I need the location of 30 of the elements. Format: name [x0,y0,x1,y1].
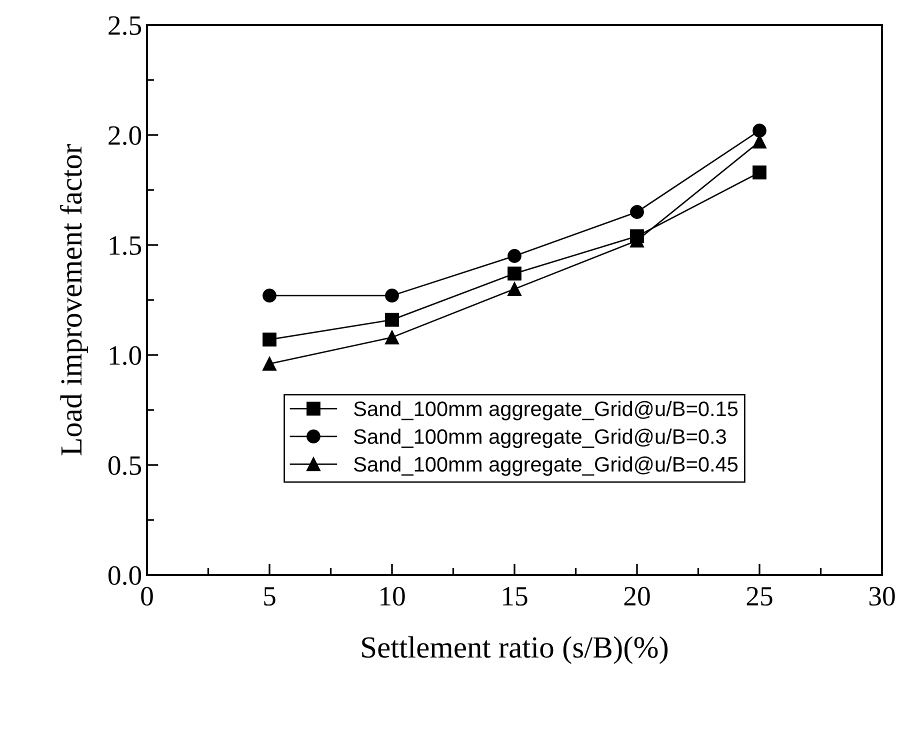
y-axis-title: Load improvement factor [60,144,88,456]
x-tick-label: 20 [624,586,650,606]
x-tick-label: 0 [141,586,153,606]
point [262,288,276,303]
y-tick-label: 0.0 [108,566,142,586]
x-axis-title: Settlement ratio (s/B)(%) [362,636,668,664]
legend-label: Sand_100mm aggregate_Grid@u/B=0.45 [354,456,738,476]
x-tick-label: 10 [380,586,405,606]
point [752,124,766,138]
y-tick-label: 1.5 [110,236,142,256]
point [508,266,522,281]
point [752,165,766,180]
legend-label: Sand_100mm aggregate_Grid@u/B=0.3 [354,428,726,448]
point [385,288,399,303]
point [262,356,276,371]
point [385,330,399,344]
x-tick-label: 15 [503,587,528,606]
y-tick-label: 2.0 [108,126,142,146]
point [508,282,522,296]
point [262,332,276,347]
x-tick-label: 30 [869,586,895,606]
y-tick-label: 2.5 [108,16,142,36]
legend-label: Sand_100mm aggregate_Grid@u/B=0.15 [354,400,738,420]
point [508,249,522,263]
x-tick-label: 5 [264,587,276,606]
y-tick-label: 1.0 [110,346,142,366]
point [385,312,399,327]
point [630,205,644,219]
y-tick-label: 0.5 [108,456,142,476]
x-tick-label: 25 [746,586,772,606]
